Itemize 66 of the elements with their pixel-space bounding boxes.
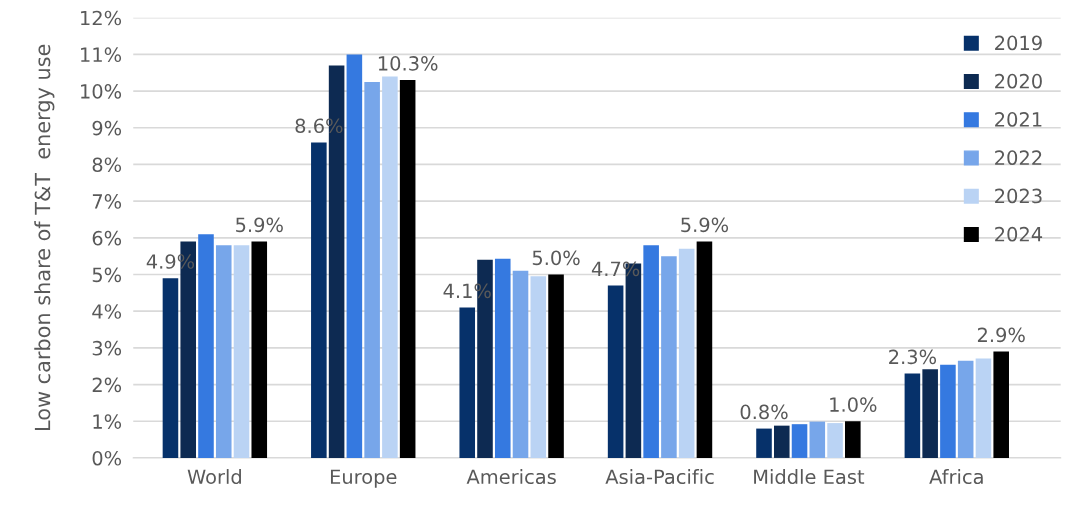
x-tick-label: Europe xyxy=(330,469,397,488)
bar xyxy=(512,270,529,458)
bar xyxy=(162,278,179,458)
y-tick-label: 10% xyxy=(81,84,122,99)
bar xyxy=(643,245,659,458)
bar xyxy=(548,274,564,458)
bar xyxy=(845,421,861,458)
bar xyxy=(904,373,921,458)
bar xyxy=(346,54,363,458)
x-tick-label: Middle East xyxy=(754,469,865,485)
y-tick-label: 12% xyxy=(81,10,122,26)
y-tick-label: 4% xyxy=(92,304,122,319)
x-tick-label: Africa xyxy=(929,469,983,485)
bar xyxy=(922,369,938,458)
bar xyxy=(364,81,380,458)
bar xyxy=(696,241,713,458)
legend-label: 2024 xyxy=(995,226,1043,242)
y-tick-label: 6% xyxy=(92,230,122,246)
bar xyxy=(198,234,214,458)
bar xyxy=(678,248,695,458)
y-tick-label: 8% xyxy=(92,157,122,173)
bar xyxy=(940,364,956,458)
bar xyxy=(827,423,843,458)
y-tick-label: 2% xyxy=(92,377,122,393)
bar xyxy=(251,241,268,458)
x-tick-label: Americas xyxy=(466,469,556,485)
legend-label: 2023 xyxy=(995,188,1042,204)
y-tick-label: 11% xyxy=(81,47,122,63)
data-label: 1.0% xyxy=(830,397,877,412)
bar xyxy=(773,425,790,458)
bar xyxy=(975,358,992,458)
x-tick-label: Asia-Pacific xyxy=(605,469,714,485)
bar xyxy=(957,360,974,458)
data-label: 5.0% xyxy=(532,250,580,266)
data-label: 0.8% xyxy=(740,404,788,420)
bar xyxy=(233,245,250,458)
data-label: 5.9% xyxy=(236,217,283,233)
y-tick-label: 5% xyxy=(92,267,122,283)
legend-label: 2021 xyxy=(995,112,1042,127)
bar xyxy=(382,76,398,458)
data-label: 2.3% xyxy=(889,349,937,365)
bar xyxy=(993,351,1009,458)
bar xyxy=(215,245,232,458)
bar xyxy=(530,276,547,458)
bar xyxy=(459,307,476,458)
y-tick-label: 3% xyxy=(92,340,122,356)
bar xyxy=(311,142,327,458)
data-label: 5.9% xyxy=(681,217,729,233)
y-tick-label: 7% xyxy=(92,194,122,209)
bar xyxy=(809,421,826,458)
x-tick-label: World xyxy=(187,469,241,485)
legend-label: 2022 xyxy=(995,150,1042,166)
bar xyxy=(791,424,808,458)
legend-label: 2020 xyxy=(995,73,1042,89)
bar xyxy=(399,80,416,458)
y-tick-label: 9% xyxy=(92,120,122,136)
bar xyxy=(607,285,624,458)
y-tick-label: 0% xyxy=(92,450,122,466)
y-axis-title: Low carbon share of T&T energy use xyxy=(34,44,55,430)
bar xyxy=(661,256,677,458)
bar xyxy=(494,258,511,458)
legend-label: 2019 xyxy=(995,35,1042,51)
y-tick-label: 1% xyxy=(93,414,122,429)
data-label: 10.3% xyxy=(378,56,438,71)
data-label: 2.9% xyxy=(977,327,1025,343)
bar xyxy=(756,428,772,458)
